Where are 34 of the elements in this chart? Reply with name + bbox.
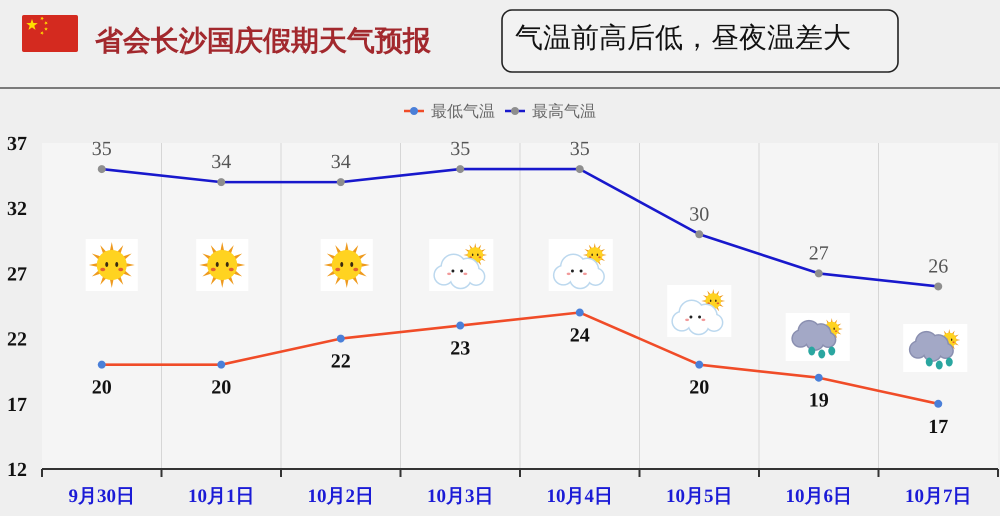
data-label: 35 [570, 138, 590, 160]
data-label: 20 [211, 376, 232, 399]
data-label: 34 [211, 151, 232, 174]
y-tick-label: 17 [7, 394, 27, 416]
x-tick-label: 10月7日 [905, 486, 972, 507]
y-tick-label: 32 [7, 198, 27, 220]
data-label: 35 [450, 138, 470, 160]
data-label: 20 [689, 376, 710, 399]
x-tick-label: 10月5日 [666, 486, 732, 507]
y-tick-label: 37 [7, 133, 27, 155]
x-tick-label: 10月3日 [427, 486, 494, 507]
data-label: 24 [570, 324, 590, 347]
data-label: 30 [689, 203, 710, 226]
data-label: 26 [928, 255, 948, 278]
data-label: 19 [808, 390, 829, 412]
x-tick-label: 10月1日 [188, 486, 254, 507]
data-label: 22 [330, 350, 351, 373]
legend-label: 最低气温 [431, 104, 495, 120]
data-label: 35 [92, 138, 112, 160]
y-tick-label: 22 [7, 328, 27, 351]
data-label: 23 [450, 338, 470, 360]
data-label: 34 [330, 151, 351, 174]
y-tick-label: 12 [7, 459, 27, 481]
data-label: 20 [92, 376, 112, 399]
subtitle: 气温前高后低，昼夜温差大 [515, 23, 851, 54]
y-tick-label: 27 [7, 263, 27, 286]
x-tick-label: 10月4日 [546, 486, 613, 507]
x-tick-label: 9月30日 [68, 486, 135, 507]
data-label: 27 [808, 242, 829, 264]
x-tick-label: 10月2日 [308, 486, 374, 507]
title: 省会长沙国庆假期天气预报 [95, 25, 431, 56]
data-label: 17 [928, 416, 948, 438]
legend-label: 最高气温 [532, 102, 596, 120]
x-tick-label: 10月6日 [786, 486, 852, 507]
